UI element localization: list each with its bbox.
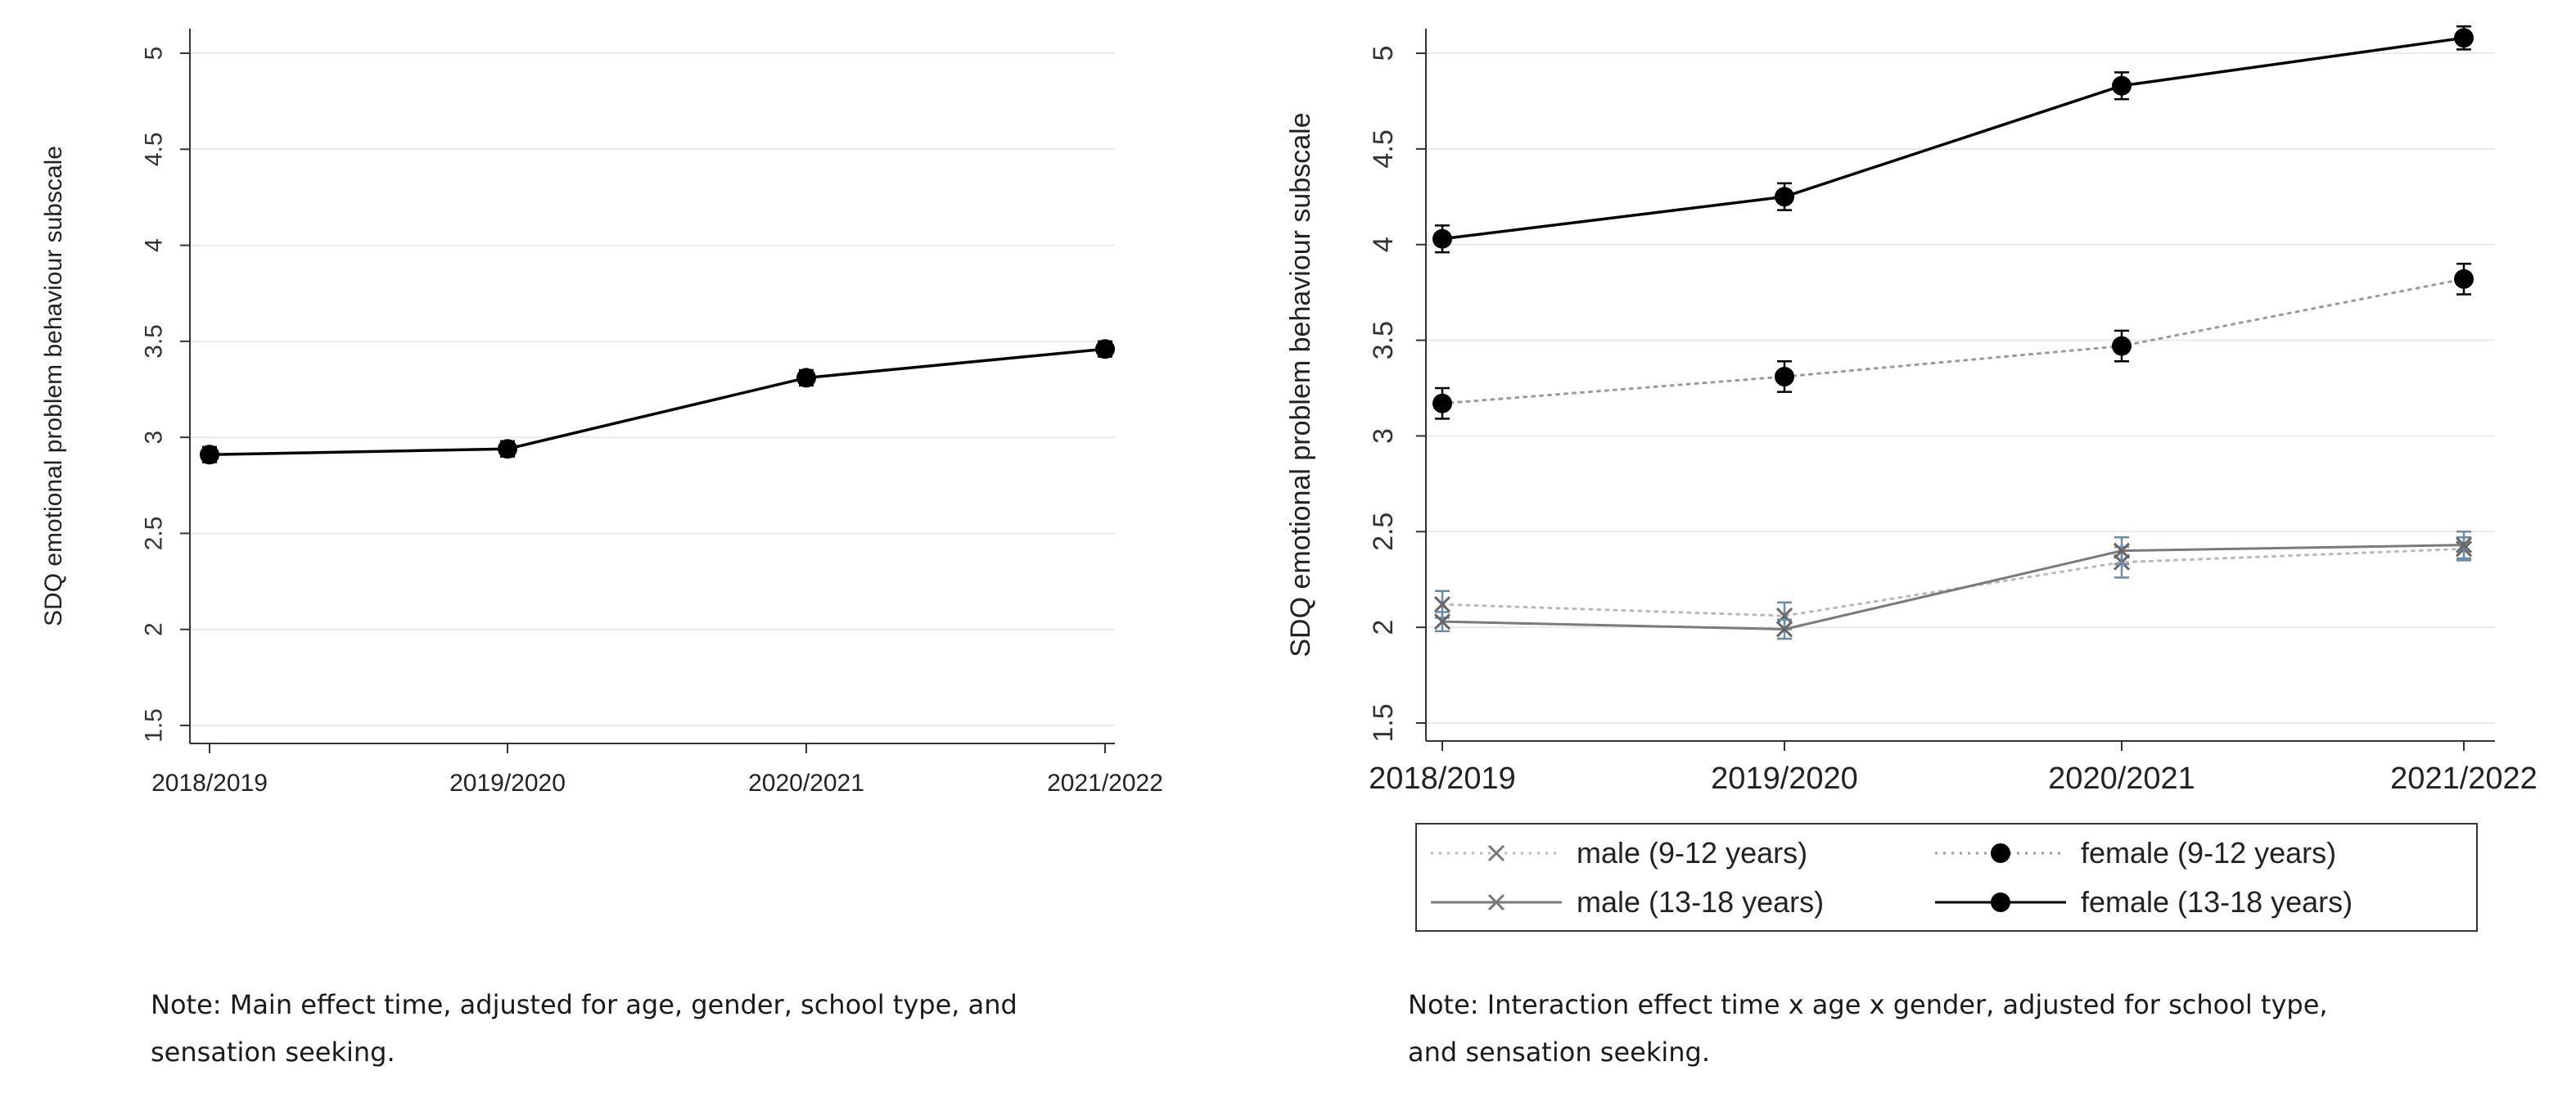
series-line-1-1 [208, 347, 1107, 457]
y-tick-label-1-2: 2.5 [141, 517, 168, 551]
y-tick-label-1-6: 4.5 [141, 132, 168, 166]
data-point-2-4-2 [2112, 75, 2132, 96]
chart-1: 1.5 2 2.5 3 3.5 4 4.5 5 2018/2019 2019/2020 2020/2… [40, 29, 1163, 797]
legend-label-1: male (9-12 years) [1577, 836, 1807, 870]
data-point-2-2-2 [2112, 336, 2132, 356]
legend-label-3: male (13-18 years) [1577, 885, 1824, 919]
x-tick-label-2-2: 2020/2021 [2048, 761, 2195, 796]
note-right-line-1: Note: Interaction effect time x age x ge… [1408, 989, 2328, 1020]
data-point-2-3-2 [2113, 542, 2131, 559]
note-left: Note: Main effect time, adjusted for age… [151, 981, 1215, 1076]
y-tick-label-1-4: 3.5 [141, 324, 168, 359]
y-tick-label-1-3: 3 [141, 431, 168, 445]
y-tick-label-1-7: 5 [141, 47, 168, 61]
x-tick-label-1-2: 2020/2021 [748, 770, 864, 797]
y-tick-label-1-1: 2 [141, 622, 168, 636]
series-2-2 [1432, 262, 2474, 420]
y-tick-label-1-0: 1.5 [141, 708, 168, 743]
data-point-2-2-3 [2454, 269, 2474, 289]
legend-label-2: female (9-12 years) [2081, 836, 2336, 870]
y-tick-label-2-7: 5 [1368, 46, 1399, 61]
series-line-2-1 [1441, 547, 2465, 617]
data-point-1-1-2 [796, 368, 816, 388]
series-line-2-3 [1441, 544, 2465, 630]
data-point-2-3-3 [2455, 536, 2473, 554]
legend-label-4: female (13-18 years) [2081, 885, 2353, 919]
y-tick-label-1-5: 4 [141, 238, 168, 252]
x-tick-label-1-3: 2021/2022 [1047, 770, 1163, 797]
y-tick-label-2-4: 3.5 [1368, 321, 1399, 359]
data-point-2-4-0 [1432, 228, 1452, 249]
x-tick-label-1-1: 2019/2020 [449, 770, 566, 797]
data-point-1-1-3 [1095, 339, 1115, 359]
series-2-1 [1433, 536, 2473, 630]
y-tick-label-2-0: 1.5 [1368, 703, 1399, 742]
y-axis-title-1: SDQ emotional problem behaviour subscale [40, 146, 67, 626]
y-tick-label-2-2: 2.5 [1368, 513, 1399, 551]
note-right-line-2: and sensation seeking. [1408, 1037, 1710, 1068]
legend-marker-2 [1991, 843, 2010, 863]
data-point-2-2-1 [1775, 366, 1794, 386]
note-left-line-1: Note: Main effect time, adjusted for age… [151, 989, 1017, 1020]
y-tick-label-2-3: 3 [1368, 428, 1399, 444]
data-point-2-2-0 [1432, 393, 1452, 413]
legend-marker-3 [1487, 893, 1505, 911]
series-2-4 [1432, 25, 2474, 254]
x-tick-label-2-3: 2021/2022 [2390, 761, 2538, 796]
note-left-line-2: sensation seeking. [151, 1037, 395, 1068]
data-point-2-3-0 [1433, 613, 1451, 630]
legend-2: male (9-12 years) female (9-12 years) male… [1415, 823, 2478, 932]
legend-marker-1 [1487, 844, 1505, 862]
data-point-1-1-0 [200, 445, 219, 465]
x-tick-label-1-0: 2018/2019 [151, 770, 268, 797]
y-tick-label-2-5: 4 [1368, 237, 1399, 252]
series-2-3 [1433, 531, 2473, 640]
data-point-2-4-3 [2454, 28, 2474, 48]
series-line-2-2 [1441, 278, 2465, 405]
y-axis-title-2: SDQ emotional problem behaviour subscale [1285, 112, 1316, 657]
y-tick-label-2-6: 4.5 [1368, 129, 1399, 168]
data-point-1-1-1 [498, 439, 517, 459]
legend-box [1415, 823, 2478, 932]
note-right: Note: Interaction effect time x age x ge… [1408, 981, 2554, 1076]
x-tick-label-2-1: 2019/2020 [1711, 761, 1858, 796]
x-tick-label-2-0: 2018/2019 [1369, 761, 1516, 796]
legend-marker-4 [1991, 892, 2010, 912]
series-line-2-4 [1441, 36, 2465, 241]
data-point-2-4-1 [1775, 187, 1794, 207]
data-point-2-1-0 [1433, 596, 1451, 613]
series-1-1 [200, 339, 1115, 465]
y-tick-label-2-1: 2 [1368, 620, 1399, 635]
data-point-2-1-1 [1775, 608, 1793, 625]
chart-2: 1.5 2 2.5 3 3.5 4 4.5 5 2018/2019 2019/2020 2020/2… [1285, 25, 2538, 932]
data-point-2-3-1 [1775, 621, 1793, 638]
